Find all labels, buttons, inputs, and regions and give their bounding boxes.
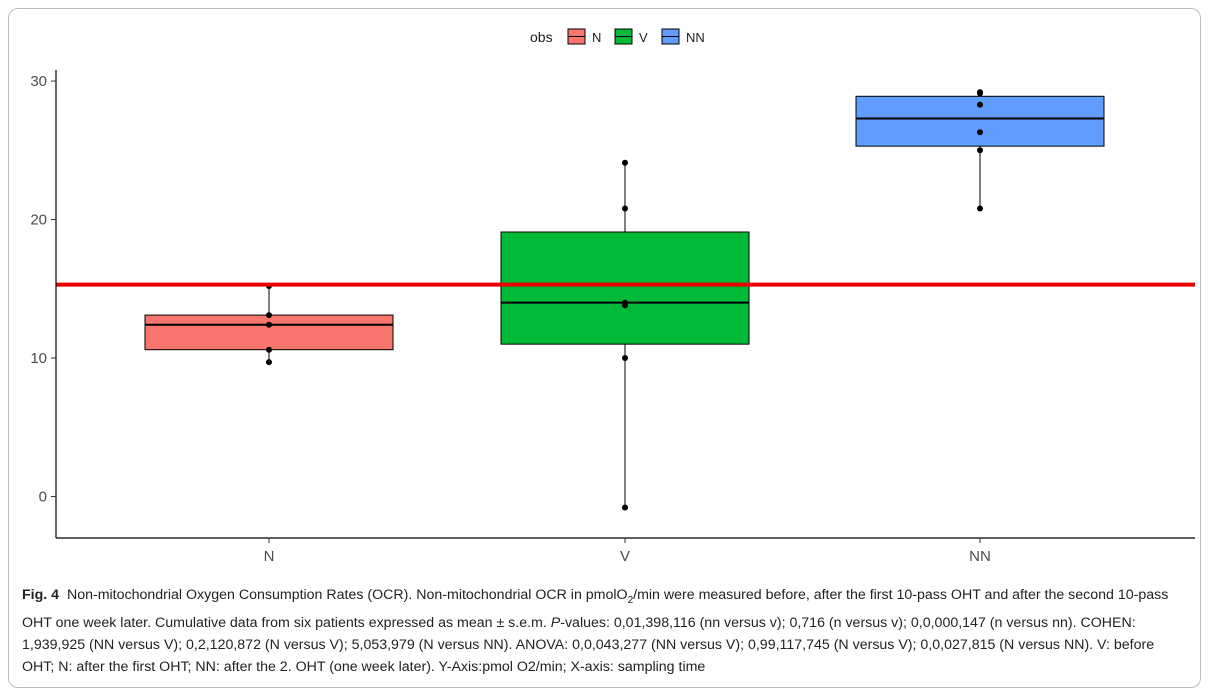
legend-label: N <box>592 30 601 45</box>
data-point <box>977 89 983 96</box>
data-point <box>977 205 983 212</box>
box-v <box>500 159 750 511</box>
legend-entry-v: V <box>614 28 648 45</box>
legend-label: V <box>639 30 648 45</box>
box-body <box>144 314 394 351</box>
x-tick-label: NN <box>969 548 991 565</box>
x-tick-label: V <box>620 548 630 565</box>
legend-entry-nn: NN <box>661 28 705 45</box>
y-tick-label: 20 <box>30 212 47 229</box>
caption-text-1: Non-mitochondrial Oxygen Consumption Rat… <box>66 587 628 603</box>
box-body <box>500 231 750 345</box>
data-point <box>266 346 272 353</box>
y-tick-label: 10 <box>30 350 47 367</box>
data-point <box>266 312 272 319</box>
caption-subscript: 2 <box>627 594 634 606</box>
legend-entry-n: N <box>567 28 601 45</box>
y-tick-label: 30 <box>30 73 47 90</box>
data-point <box>266 359 272 366</box>
legend-title: obs <box>530 29 553 45</box>
axes-layer: 0 10 20 30 N V NN <box>30 70 1195 565</box>
data-point <box>977 101 983 108</box>
caption-p-label: P <box>550 614 561 631</box>
y-tick-label: 0 <box>39 488 47 505</box>
boxplot-chart: obs N V NN 0 10 20 30 N V NN <box>30 28 1195 565</box>
data-point <box>622 504 628 511</box>
box-n <box>144 283 394 366</box>
box-nn <box>855 89 1105 212</box>
x-tick-label: N <box>264 548 275 565</box>
data-point <box>266 321 272 328</box>
boxes-layer <box>144 89 1105 511</box>
legend-label: NN <box>686 30 705 45</box>
data-point <box>622 205 628 212</box>
caption-text-3: -values: 0,01,398,116 (nn versus v); 0,7… <box>22 614 1155 675</box>
caption-text-2: /min were measured before, after the fir… <box>22 587 1169 631</box>
figure-label: Fig. 4 <box>22 587 60 603</box>
data-point <box>977 147 983 154</box>
data-point <box>622 355 628 361</box>
data-point <box>622 159 628 166</box>
legend: obs N V NN <box>530 28 705 45</box>
figure-caption: Fig. 4 Non-mitochondrial Oxygen Consumpt… <box>22 584 1190 678</box>
data-point <box>977 129 983 136</box>
data-point <box>622 299 628 306</box>
